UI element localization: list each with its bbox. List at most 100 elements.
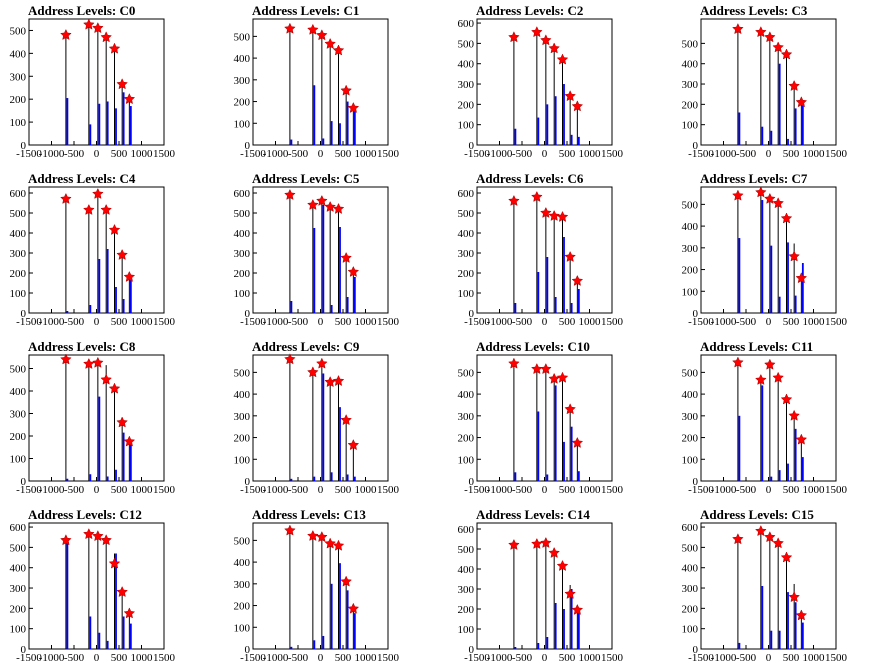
y-tick-label: 300: [234, 75, 251, 87]
histogram-bar-secondary: [570, 589, 573, 649]
y-tick-label: 400: [458, 389, 475, 401]
histogram-bar-secondary: [89, 616, 92, 649]
histogram-bar-secondary: [801, 622, 804, 649]
y-tick-label: 200: [458, 99, 475, 111]
y-tick-label: 400: [682, 563, 699, 575]
peak-star-marker: [307, 366, 319, 378]
y-tick-label: 600: [458, 524, 475, 536]
peak-star-marker: [60, 192, 72, 204]
x-tick-label: 1000: [355, 652, 378, 664]
histogram-bar-secondary: [313, 476, 316, 481]
peak-star-marker: [332, 374, 345, 387]
y-tick-label: 500: [682, 542, 699, 554]
x-tick-label: -500: [736, 652, 757, 664]
panel-title: Address Levels: C15: [700, 507, 814, 522]
y-tick-label: 200: [10, 94, 27, 106]
histogram-bar-secondary: [514, 128, 517, 145]
histogram-bar-secondary: [346, 474, 349, 481]
peak-star-marker: [307, 23, 319, 35]
histogram-svg-c3: Address Levels: C30100200300400500-1500-…: [682, 3, 848, 160]
y-tick-label: 100: [458, 454, 475, 466]
x-tick-label: 1000: [803, 316, 826, 328]
plot-frame: [252, 186, 389, 314]
peak-star-marker: [316, 357, 328, 369]
y-tick-label: 300: [682, 411, 699, 423]
y-tick-label: 0: [21, 644, 27, 656]
x-tick-label: 500: [335, 316, 352, 328]
x-tick-label: -500: [512, 148, 533, 160]
y-tick-label: 100: [458, 120, 475, 132]
histogram-bar-secondary: [66, 478, 69, 481]
y-tick-label: 500: [458, 544, 475, 556]
histogram-bar-secondary: [794, 295, 797, 313]
x-tick-label: 1000: [355, 316, 378, 328]
histogram-bar-secondary: [290, 646, 293, 649]
panel-title: Address Levels: C11: [700, 339, 813, 354]
y-tick-label: 200: [10, 431, 27, 443]
histogram-bar-secondary: [554, 603, 557, 649]
histogram-bar-secondary: [353, 613, 356, 649]
y-tick-label: 500: [682, 367, 699, 379]
histogram-bar-secondary: [313, 640, 316, 649]
y-tick-label: 400: [458, 228, 475, 240]
y-tick-label: 300: [10, 71, 27, 83]
histogram-bar-secondary: [577, 136, 580, 145]
peak-star-marker: [564, 587, 576, 599]
peak-star-marker: [324, 537, 336, 549]
x-tick-label: 0: [94, 484, 100, 496]
y-tick-label: 200: [682, 603, 699, 615]
y-tick-label: 100: [682, 624, 699, 636]
y-tick-label: 500: [682, 38, 699, 50]
y-tick-label: 600: [682, 522, 699, 534]
histogram-bar-secondary: [66, 311, 69, 313]
x-tick-label: 0: [542, 148, 548, 160]
x-tick-label: -500: [288, 148, 309, 160]
x-tick-label: -500: [288, 316, 309, 328]
x-tick-label: 500: [783, 316, 800, 328]
peak-star-marker: [332, 539, 345, 551]
histogram-bar-secondary: [98, 396, 101, 481]
x-tick-label: 1500: [601, 148, 624, 160]
x-tick-label: 0: [766, 484, 772, 496]
peak-star-marker: [732, 356, 744, 368]
x-tick-label: -1000: [263, 652, 289, 664]
histogram-svg-c0: Address Levels: C00100200300400500-1500-…: [10, 3, 176, 160]
histogram-bar-secondary: [129, 623, 132, 649]
histogram-svg-c14: Address Levels: C14 0 100 200 300 400 500 600 -1…: [458, 507, 624, 664]
histogram-bar-secondary: [353, 476, 356, 481]
peak-star-marker: [732, 23, 744, 35]
histogram-bar-secondary: [514, 472, 517, 481]
y-tick-label: 200: [10, 603, 27, 615]
x-tick-label: 1500: [601, 484, 624, 496]
histogram-svg-c15: Address Levels: C15 0 100 200 300 400 500 600 -1…: [682, 507, 848, 664]
histogram-bar-secondary: [353, 277, 356, 313]
peak-star-marker: [571, 436, 584, 448]
y-tick-label: 100: [10, 454, 27, 466]
y-tick-label: 500: [10, 542, 27, 554]
y-tick-label: 0: [245, 476, 251, 488]
x-tick-label: -1500: [16, 484, 42, 496]
histogram-svg-c10: Address Levels: C10 0 100 200 300 400 500 -1500…: [458, 339, 624, 496]
x-tick-label: 1500: [601, 316, 624, 328]
x-tick-label: -500: [512, 316, 533, 328]
peak-star-marker: [83, 18, 95, 30]
peak-star-marker: [316, 29, 328, 41]
histogram-bar-secondary: [537, 272, 540, 313]
peak-star-marker: [92, 356, 104, 368]
histogram-bar-secondary: [787, 463, 789, 481]
y-tick-label: 400: [10, 386, 27, 398]
x-tick-label: -1000: [711, 148, 737, 160]
y-tick-label: 0: [469, 308, 475, 320]
panel-title: Address Levels: C13: [252, 507, 366, 522]
peak-star-marker: [83, 528, 95, 540]
x-tick-label: 0: [766, 316, 772, 328]
histogram-bar-secondary: [563, 237, 565, 313]
histogram-bar-secondary: [801, 457, 804, 481]
peak-star-marker: [116, 248, 128, 260]
peak-star-marker: [540, 536, 552, 548]
x-tick-label: 1000: [131, 652, 154, 664]
x-tick-label: -1000: [263, 484, 289, 496]
y-tick-label: 200: [458, 268, 475, 280]
peak-star-marker: [340, 84, 352, 96]
y-tick-label: 600: [458, 18, 475, 30]
